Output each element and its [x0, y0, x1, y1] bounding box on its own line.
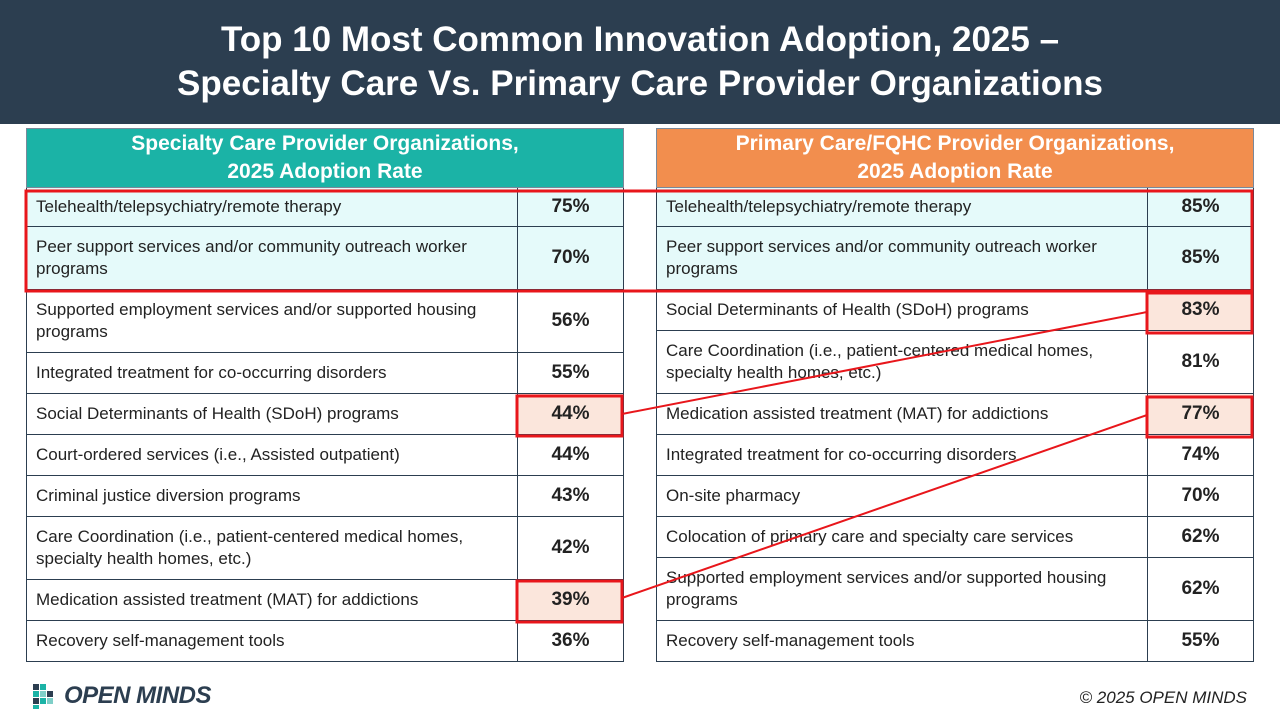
table-row: Telehealth/telepsychiatry/remote therapy… — [26, 187, 624, 227]
row-value: 55% — [517, 352, 624, 394]
row-label: Telehealth/telepsychiatry/remote therapy — [656, 187, 1148, 227]
row-label: Colocation of primary care and specialty… — [656, 516, 1148, 558]
row-label: Care Coordination (i.e., patient-centere… — [26, 516, 518, 580]
row-label: Telehealth/telepsychiatry/remote therapy — [26, 187, 518, 227]
title-line-2: Specialty Care Vs. Primary Care Provider… — [177, 64, 1103, 103]
table-row: Supported employment services and/or sup… — [656, 557, 1255, 621]
table-row: On-site pharmacy 70% — [656, 475, 1255, 517]
table-row: Social Determinants of Health (SDoH) pro… — [656, 289, 1255, 331]
table-row: Integrated treatment for co-occurring di… — [656, 434, 1255, 476]
row-label: Recovery self-management tools — [656, 620, 1148, 662]
table-row: Peer support services and/or community o… — [26, 226, 624, 290]
table-row: Integrated treatment for co-occurring di… — [26, 352, 624, 394]
row-value: 81% — [1146, 330, 1255, 394]
row-value: 75% — [517, 187, 624, 227]
row-value: 44% — [517, 393, 624, 435]
row-label: Court-ordered services (i.e., Assisted o… — [26, 434, 518, 476]
row-label: Integrated treatment for co-occurring di… — [656, 434, 1148, 476]
row-value: 70% — [517, 226, 624, 290]
row-value: 85% — [1146, 226, 1255, 290]
table-row: Telehealth/telepsychiatry/remote therapy… — [656, 187, 1255, 227]
row-label: Medication assisted treatment (MAT) for … — [26, 579, 518, 621]
logo-text: OPEN MINDS — [64, 682, 212, 709]
copyright-notice: © 2025 OPEN MINDS — [1079, 688, 1247, 707]
table-row: Recovery self-management tools 55% — [656, 620, 1255, 662]
table-row: Social Determinants of Health (SDoH) pro… — [26, 393, 624, 435]
row-value: 77% — [1146, 393, 1255, 435]
row-value: 70% — [1146, 475, 1255, 517]
table-row: Recovery self-management tools 36% — [26, 620, 624, 662]
specialty-care-header-line-2: 2025 Adoption Rate — [227, 160, 423, 183]
row-label: Criminal justice diversion programs — [26, 475, 518, 517]
row-label: Care Coordination (i.e., patient-centere… — [656, 330, 1148, 394]
table-row: Care Coordination (i.e., patient-centere… — [26, 516, 624, 580]
table-row: Medication assisted treatment (MAT) for … — [656, 393, 1255, 435]
table-row: Supported employment services and/or sup… — [26, 289, 624, 353]
row-value: 62% — [1146, 557, 1255, 621]
row-value: 56% — [517, 289, 624, 353]
row-value: 43% — [517, 475, 624, 517]
row-value: 42% — [517, 516, 624, 580]
row-value: 44% — [517, 434, 624, 476]
row-value: 83% — [1146, 289, 1255, 331]
table-row: Care Coordination (i.e., patient-centere… — [656, 330, 1255, 394]
row-label: Peer support services and/or community o… — [26, 226, 518, 290]
row-label: Supported employment services and/or sup… — [26, 289, 518, 353]
row-value: 39% — [517, 579, 624, 621]
row-label: Social Determinants of Health (SDoH) pro… — [26, 393, 518, 435]
specialty-care-header-line-1: Specialty Care Provider Organizations, — [131, 132, 519, 155]
open-minds-logo-icon — [33, 684, 53, 709]
row-label: Social Determinants of Health (SDoH) pro… — [656, 289, 1148, 331]
open-minds-logo: OPEN MINDS — [32, 682, 212, 710]
row-label: Supported employment services and/or sup… — [656, 557, 1148, 621]
primary-care-header-line-2: 2025 Adoption Rate — [857, 160, 1053, 183]
primary-care-header-line-1: Primary Care/FQHC Provider Organizations… — [735, 132, 1175, 155]
row-label: Peer support services and/or community o… — [656, 226, 1148, 290]
row-label: On-site pharmacy — [656, 475, 1148, 517]
primary-care-header: Primary Care/FQHC Provider Organizations… — [655, 128, 1255, 188]
table-row: Medication assisted treatment (MAT) for … — [26, 579, 624, 621]
specialty-care-header: Specialty Care Provider Organizations, 2… — [26, 128, 624, 188]
table-row: Colocation of primary care and specialty… — [656, 516, 1255, 558]
table-row: Court-ordered services (i.e., Assisted o… — [26, 434, 624, 476]
row-label: Recovery self-management tools — [26, 620, 518, 662]
table-row: Criminal justice diversion programs 43% — [26, 475, 624, 517]
row-value: 36% — [517, 620, 624, 662]
row-value: 85% — [1146, 187, 1255, 227]
row-value: 74% — [1146, 434, 1255, 476]
title-banner: Top 10 Most Common Innovation Adoption, … — [0, 0, 1280, 124]
row-value: 62% — [1146, 516, 1255, 558]
specialty-care-table: Specialty Care Provider Organizations, 2… — [26, 128, 624, 662]
primary-care-table: Primary Care/FQHC Provider Organizations… — [655, 128, 1255, 662]
table-row: Peer support services and/or community o… — [656, 226, 1255, 290]
row-label: Integrated treatment for co-occurring di… — [26, 352, 518, 394]
title-line-1: Top 10 Most Common Innovation Adoption, … — [220, 20, 1060, 59]
row-value: 55% — [1146, 620, 1255, 662]
row-label: Medication assisted treatment (MAT) for … — [656, 393, 1148, 435]
